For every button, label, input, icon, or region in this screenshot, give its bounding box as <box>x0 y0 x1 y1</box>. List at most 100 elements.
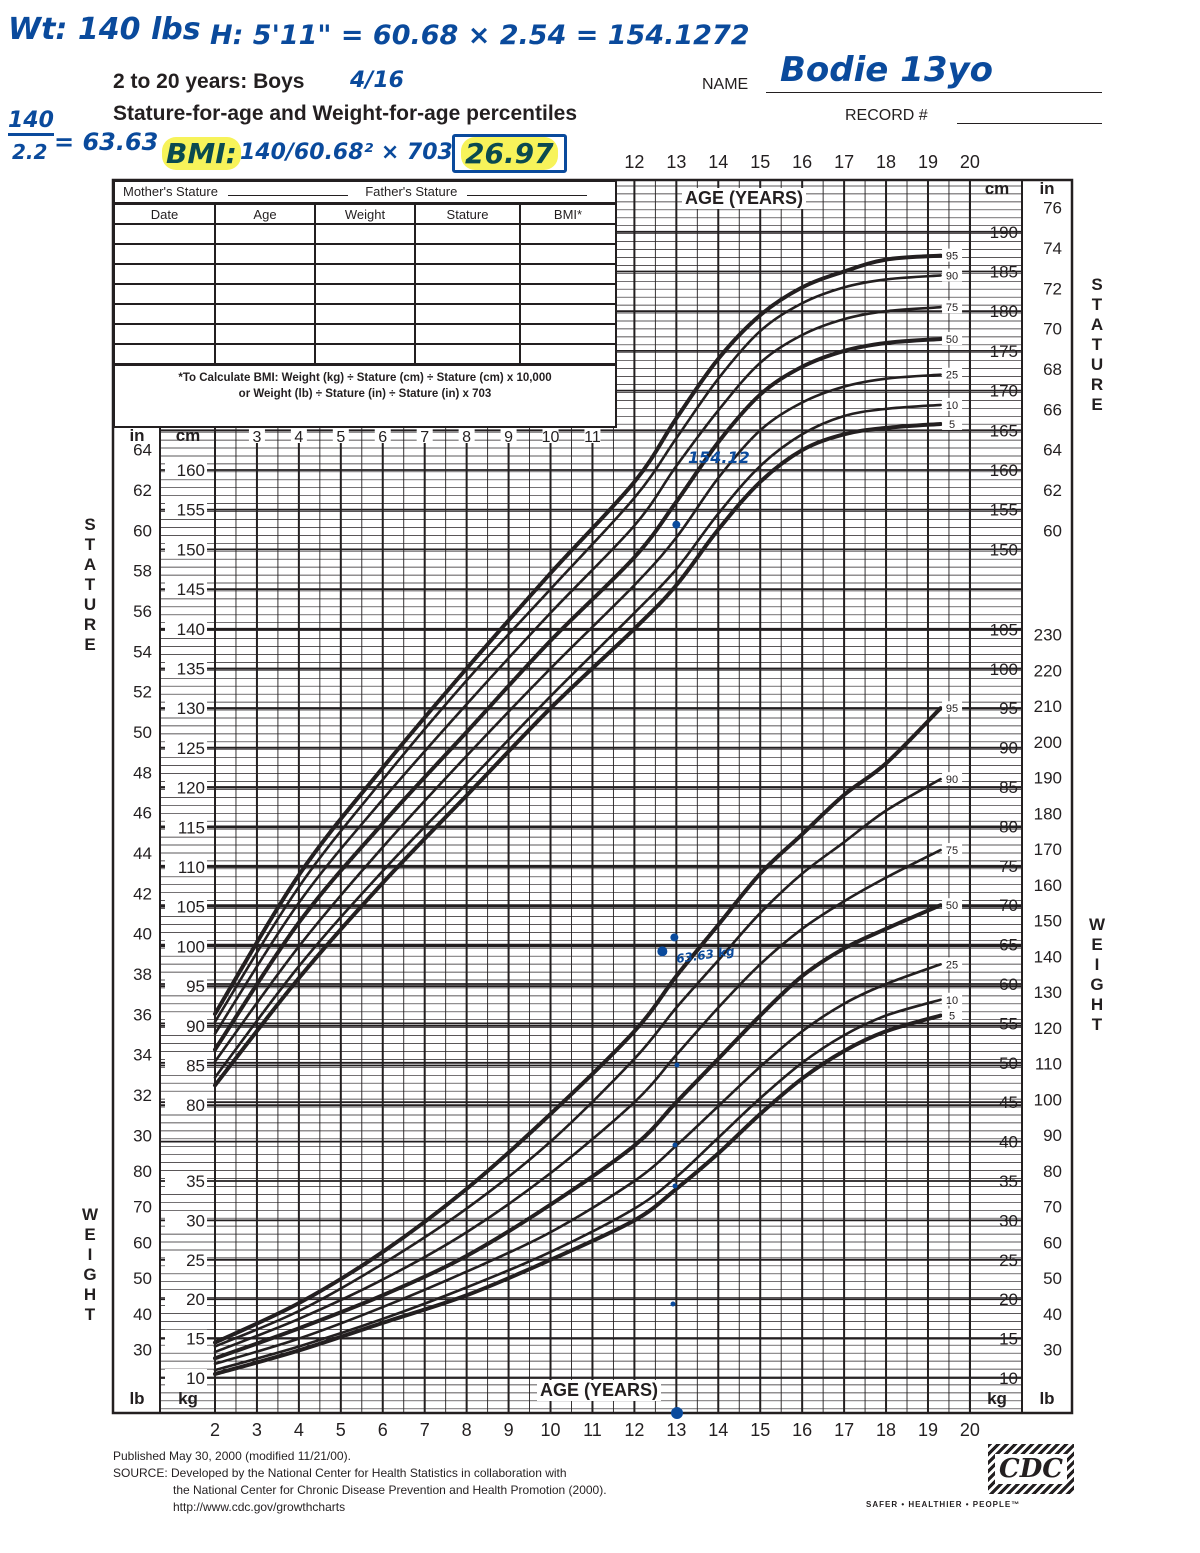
svg-text:25: 25 <box>946 959 958 971</box>
svg-text:40: 40 <box>133 925 152 944</box>
stature-point-label: 154.12 <box>688 448 750 467</box>
source-url[interactable]: http://www.cdc.gov/growthcharts <box>173 1500 346 1514</box>
svg-text:150: 150 <box>990 540 1018 559</box>
svg-text:75: 75 <box>946 302 958 314</box>
handwritten-date-note: 4/16 <box>350 68 404 93</box>
col-weight: Weight <box>314 203 416 225</box>
svg-text:7: 7 <box>420 1420 430 1440</box>
table-row[interactable] <box>115 303 615 325</box>
svg-text:cm: cm <box>176 426 201 445</box>
svg-text:80: 80 <box>186 1096 205 1115</box>
cdc-tagline: SAFER • HEALTHIER • PEOPLE™ <box>866 1500 1021 1509</box>
svg-text:170: 170 <box>1034 840 1062 859</box>
svg-text:140: 140 <box>177 620 205 639</box>
svg-text:3: 3 <box>252 429 261 446</box>
handwritten-bmi-label: BMI: <box>162 137 241 170</box>
svg-text:8: 8 <box>462 429 471 446</box>
svg-text:50: 50 <box>133 723 152 742</box>
svg-text:150: 150 <box>1034 912 1062 931</box>
table-row[interactable] <box>115 243 615 265</box>
svg-text:5: 5 <box>336 429 345 446</box>
handwritten-height-note: H: 5'11" = 60.68 × 2.54 = 154.1272 <box>210 20 750 51</box>
svg-text:kg: kg <box>178 1389 198 1408</box>
svg-text:230: 230 <box>1034 626 1062 645</box>
svg-text:125: 125 <box>177 739 205 758</box>
svg-text:210: 210 <box>1034 697 1062 716</box>
table-row[interactable] <box>115 263 615 285</box>
svg-text:16: 16 <box>792 1420 812 1440</box>
svg-text:85: 85 <box>186 1057 205 1076</box>
svg-text:3: 3 <box>252 1420 262 1440</box>
svg-text:32: 32 <box>133 1086 152 1105</box>
table-header-row: Date Age Weight Stature BMI* <box>115 203 615 225</box>
svg-text:95: 95 <box>186 977 205 996</box>
svg-text:kg: kg <box>987 1389 1007 1408</box>
svg-text:30: 30 <box>133 1341 152 1360</box>
svg-text:70: 70 <box>999 896 1018 915</box>
svg-text:46: 46 <box>133 804 152 823</box>
svg-text:100: 100 <box>990 660 1018 679</box>
svg-text:4: 4 <box>294 429 303 446</box>
father-stature-field[interactable] <box>466 195 587 196</box>
svg-text:5: 5 <box>949 419 955 431</box>
svg-text:15: 15 <box>186 1330 205 1349</box>
svg-text:85: 85 <box>999 778 1018 797</box>
svg-text:50: 50 <box>999 1054 1018 1073</box>
svg-text:100: 100 <box>1034 1090 1062 1109</box>
svg-text:18: 18 <box>876 152 896 172</box>
name-label: NAME <box>702 76 749 93</box>
svg-text:60: 60 <box>1043 521 1062 540</box>
svg-text:2: 2 <box>210 1420 220 1440</box>
handwritten-kg-result: = 63.63 <box>54 128 159 156</box>
svg-text:9: 9 <box>504 1420 514 1440</box>
axis-tick-labels: 2 334455667788991010111112121313141415151… <box>129 152 1062 1440</box>
svg-text:18: 18 <box>876 1420 896 1440</box>
svg-text:12: 12 <box>624 152 644 172</box>
svg-text:100: 100 <box>177 937 205 956</box>
record-field[interactable] <box>957 123 1102 124</box>
svg-text:6: 6 <box>378 1420 388 1440</box>
svg-text:50: 50 <box>1043 1269 1062 1288</box>
svg-text:120: 120 <box>1034 1019 1062 1038</box>
table-row[interactable] <box>115 283 615 305</box>
chart-title-line1: 2 to 20 years: Boys <box>113 70 305 93</box>
svg-text:75: 75 <box>999 857 1018 876</box>
col-date: Date <box>115 203 216 225</box>
svg-text:80: 80 <box>1043 1162 1062 1181</box>
table-row[interactable] <box>115 323 615 345</box>
source-line2: the National Center for Chronic Disease … <box>173 1483 607 1497</box>
svg-text:20: 20 <box>186 1290 205 1309</box>
svg-text:90: 90 <box>999 739 1018 758</box>
svg-text:95: 95 <box>946 251 958 263</box>
table-row[interactable] <box>115 223 615 245</box>
col-bmi: BMI* <box>519 203 615 225</box>
svg-text:90: 90 <box>1043 1126 1062 1145</box>
father-stature-label: Father's Stature <box>365 184 458 199</box>
svg-text:19: 19 <box>918 152 938 172</box>
svg-text:11: 11 <box>584 429 601 446</box>
col-stature: Stature <box>414 203 521 225</box>
svg-text:72: 72 <box>1043 279 1062 298</box>
svg-text:200: 200 <box>1034 733 1062 752</box>
table-row[interactable] <box>115 343 615 365</box>
svg-text:160: 160 <box>990 461 1018 480</box>
parents-stature-row: Mother's Stature Father's Stature <box>115 182 615 204</box>
svg-text:16: 16 <box>792 152 812 172</box>
svg-text:40: 40 <box>133 1305 152 1324</box>
name-field[interactable] <box>766 92 1102 93</box>
bmi-formula-note: *To Calculate BMI: Weight (kg) ÷ Stature… <box>115 364 615 402</box>
svg-text:110: 110 <box>1035 1055 1062 1074</box>
svg-text:55: 55 <box>999 1014 1018 1033</box>
svg-text:44: 44 <box>133 844 152 863</box>
handwritten-name: Bodie 13yo <box>780 50 993 90</box>
svg-text:30: 30 <box>133 1126 152 1145</box>
published-date: Published May 30, 2000 (modified 11/21/0… <box>113 1449 351 1463</box>
svg-text:135: 135 <box>177 660 205 679</box>
svg-text:13: 13 <box>666 152 686 172</box>
handwritten-kg-numer: 140 <box>8 108 54 136</box>
mother-stature-field[interactable] <box>227 195 348 196</box>
svg-text:115: 115 <box>178 818 205 837</box>
svg-text:15: 15 <box>750 152 770 172</box>
